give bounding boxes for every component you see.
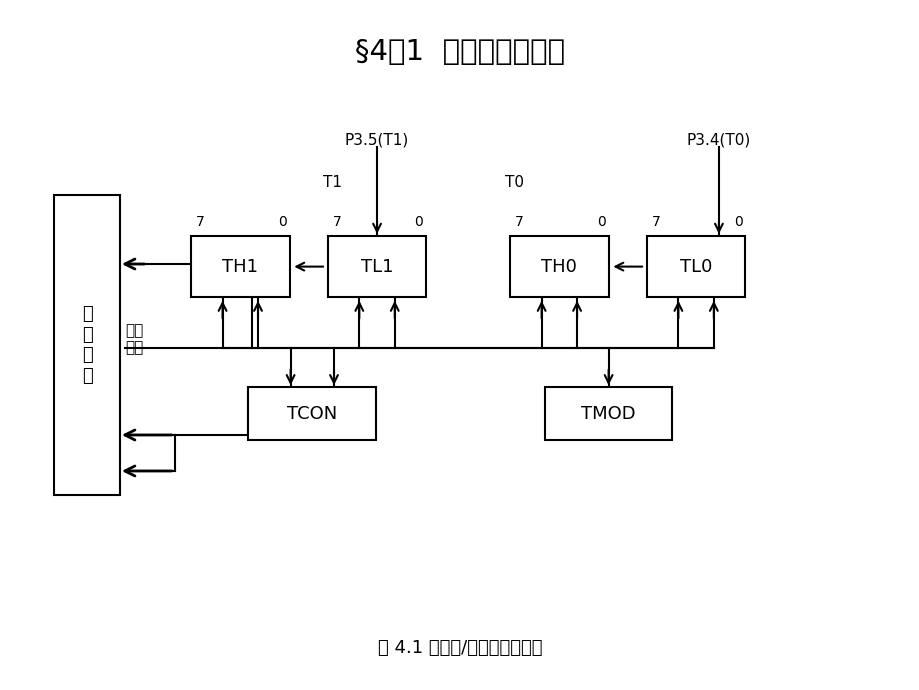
Text: T1: T1	[323, 175, 342, 190]
Text: 7: 7	[515, 215, 523, 229]
FancyBboxPatch shape	[327, 236, 425, 297]
Text: TCON: TCON	[287, 405, 337, 423]
Text: 7: 7	[196, 215, 204, 229]
FancyBboxPatch shape	[510, 236, 608, 297]
Text: TH0: TH0	[541, 257, 577, 275]
Text: 微
处
理
器: 微 处 理 器	[82, 305, 93, 385]
FancyBboxPatch shape	[54, 195, 119, 495]
Text: TL1: TL1	[360, 257, 392, 275]
FancyBboxPatch shape	[544, 387, 672, 440]
Text: 0: 0	[596, 215, 605, 229]
FancyBboxPatch shape	[248, 387, 376, 440]
Text: 图 4.1 定时器/计数器结构框图: 图 4.1 定时器/计数器结构框图	[378, 640, 541, 658]
Text: TMOD: TMOD	[581, 405, 635, 423]
Text: 0: 0	[414, 215, 423, 229]
Text: 0: 0	[278, 215, 287, 229]
Text: TL0: TL0	[679, 257, 711, 275]
Text: §4－1  单片机的定时器: §4－1 单片机的定时器	[355, 38, 564, 66]
Text: 7: 7	[332, 215, 341, 229]
Text: 7: 7	[651, 215, 660, 229]
Text: 0: 0	[732, 215, 742, 229]
FancyBboxPatch shape	[646, 236, 744, 297]
FancyBboxPatch shape	[191, 236, 289, 297]
Text: 内部
总线: 内部 总线	[125, 323, 143, 355]
Text: TH1: TH1	[222, 257, 258, 275]
Text: P3.5(T1): P3.5(T1)	[345, 132, 409, 148]
Text: P3.4(T0): P3.4(T0)	[686, 132, 750, 148]
Text: T0: T0	[505, 175, 524, 190]
